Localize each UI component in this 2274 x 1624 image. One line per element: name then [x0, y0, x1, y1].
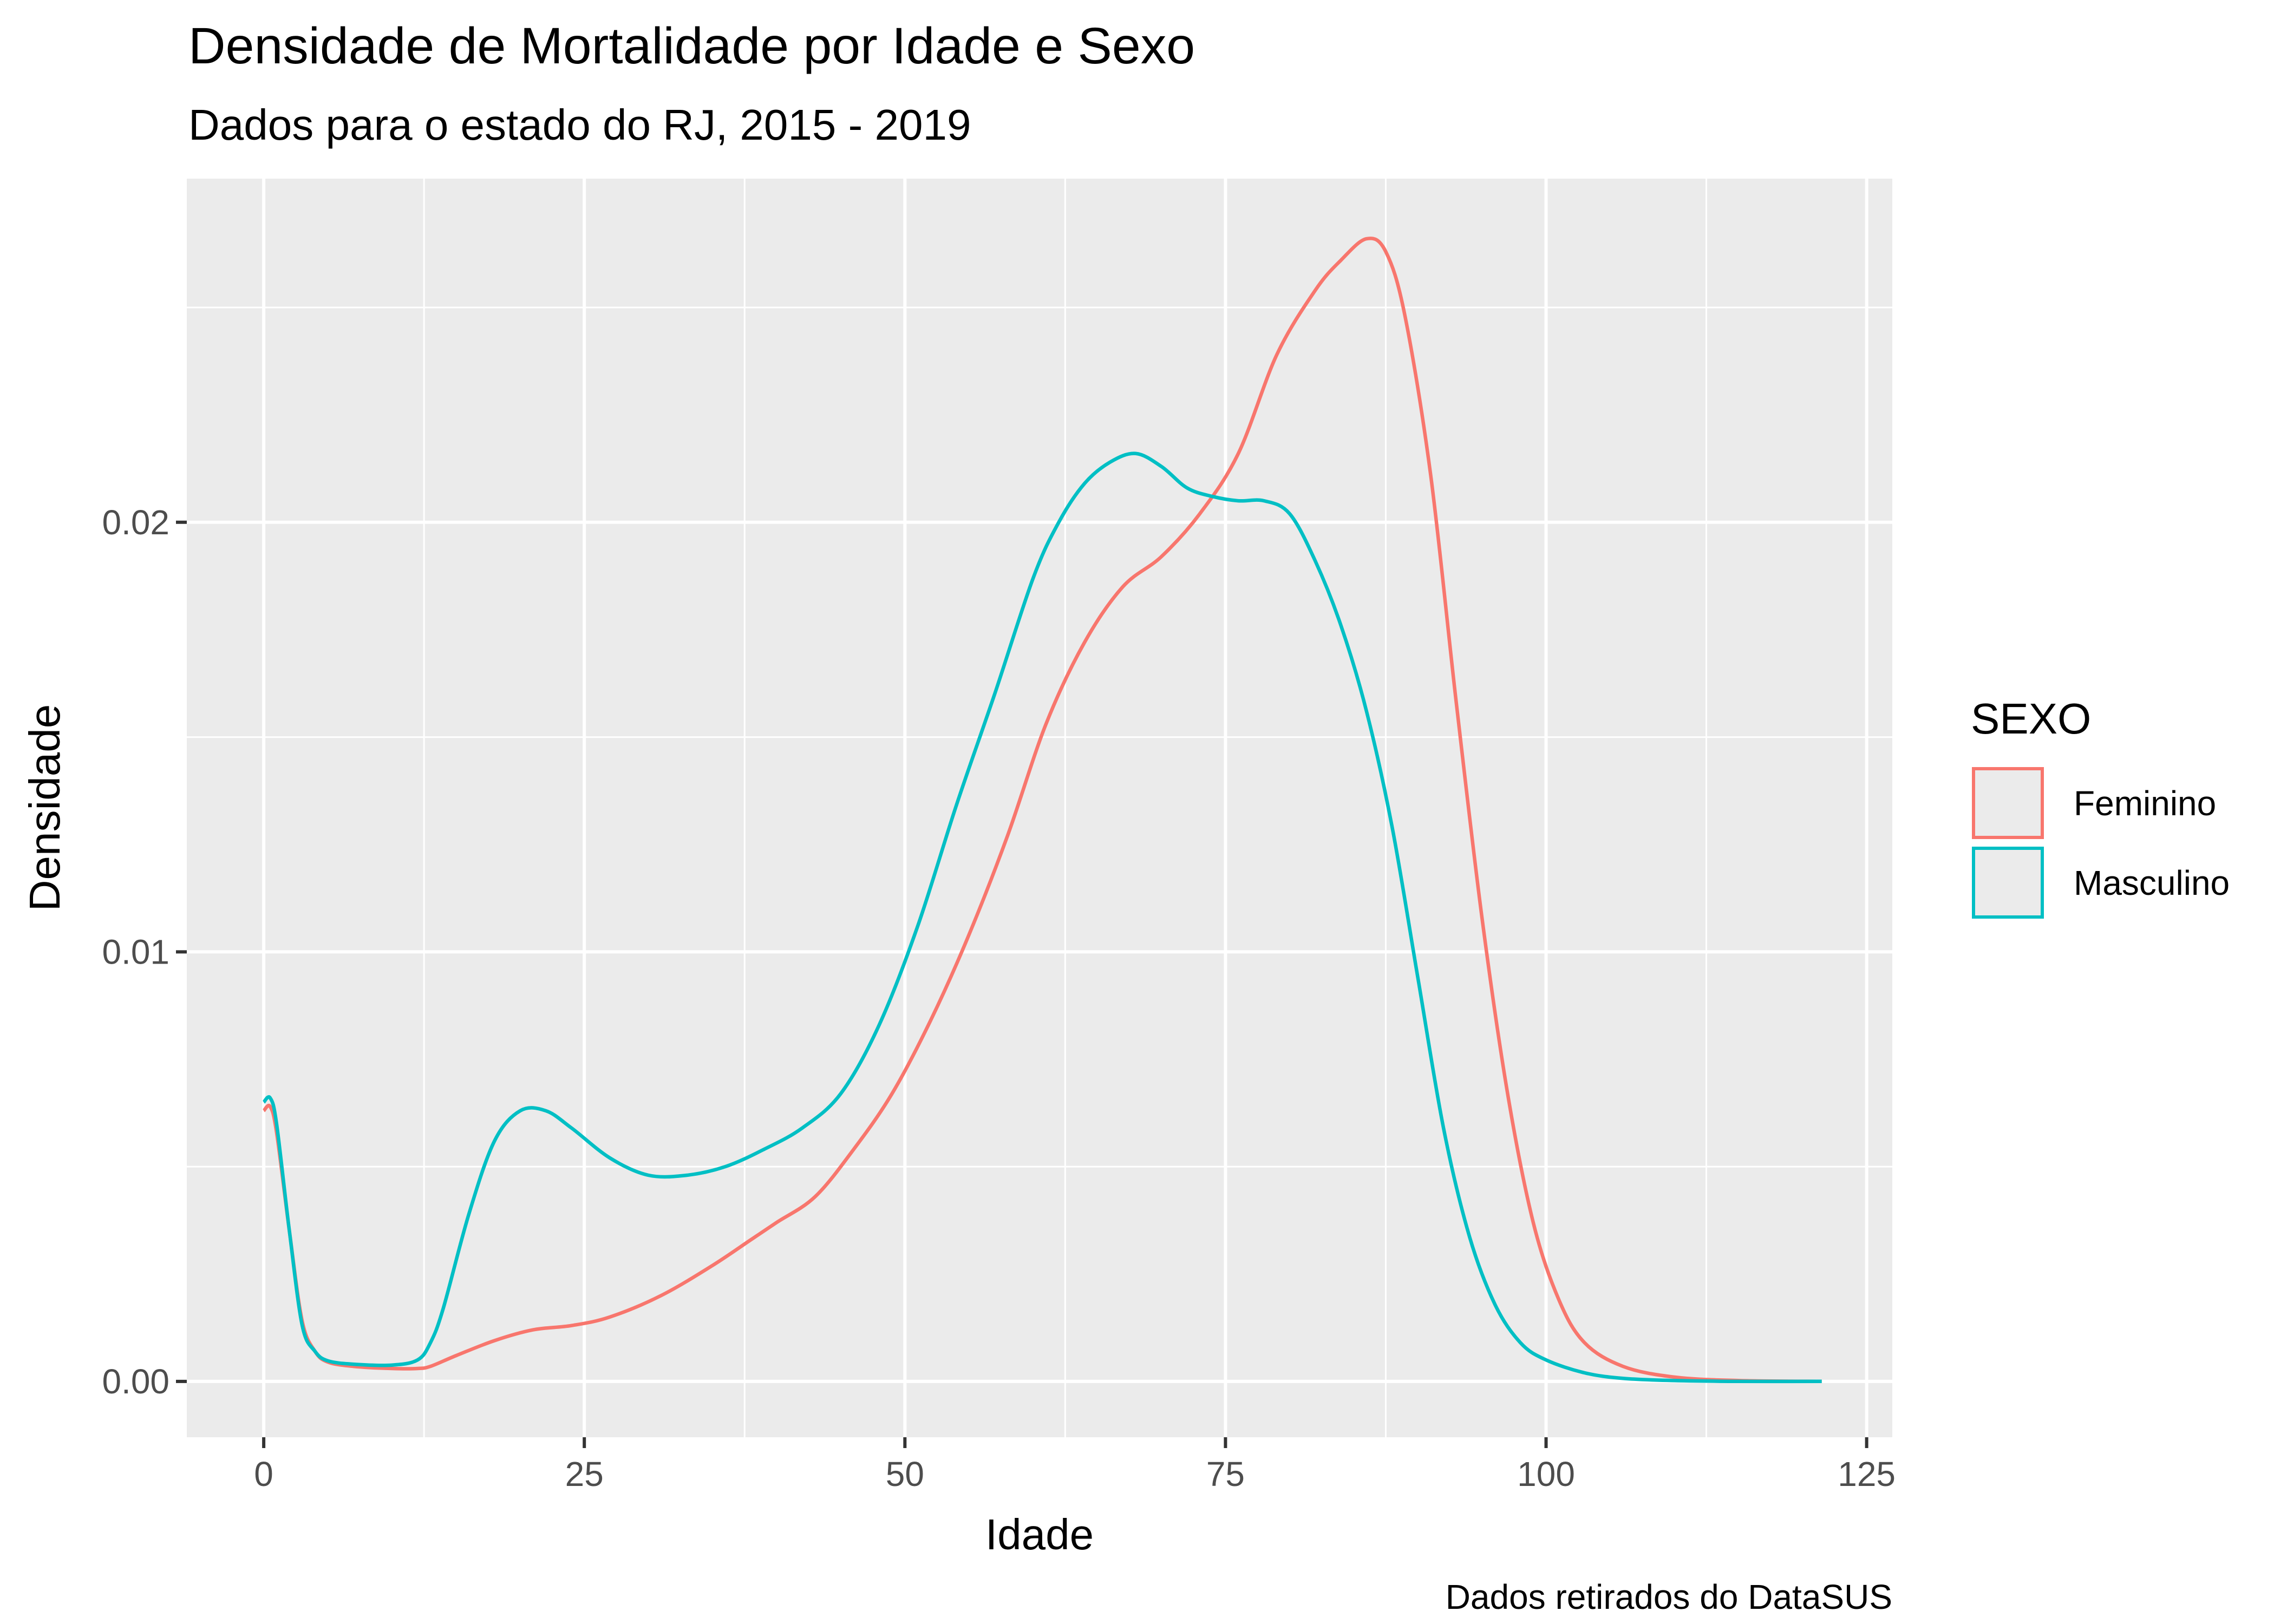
legend-key-feminino: [1972, 767, 2044, 839]
density-line-feminino: [262, 237, 1822, 1384]
legend-key-masculino: [1972, 847, 2044, 919]
x-tick-label: 0: [254, 1455, 273, 1494]
legend: SEXO Feminino Masculino: [1971, 695, 2230, 919]
y-tick-label: 0.00: [102, 1362, 169, 1401]
x-tick-label: 75: [1206, 1455, 1245, 1494]
legend-item-masculino: Masculino: [1972, 847, 2230, 919]
chart-title: Densidade de Mortalidade por Idade e Sex…: [188, 17, 1195, 75]
chart-caption: Dados retirados do DataSUS: [1446, 1577, 1892, 1616]
major-gridlines: [187, 179, 1892, 1437]
x-tick-label: 100: [1517, 1455, 1575, 1494]
y-tick-label: 0.01: [102, 932, 169, 971]
y-axis-label: Densidade: [21, 704, 69, 912]
plot-panel: [187, 179, 1892, 1437]
y-tick-label: 0.02: [102, 503, 169, 542]
x-tick-label: 125: [1838, 1455, 1896, 1494]
data-series: [262, 237, 1822, 1384]
x-tick-label: 50: [886, 1455, 924, 1494]
legend-label-feminino: Feminino: [2074, 784, 2216, 823]
x-axis: 0 25 50 75 100 125: [254, 1437, 1896, 1494]
density-line-masculino: [262, 451, 1822, 1384]
y-axis: 0.00 0.01 0.02: [102, 503, 187, 1401]
legend-item-feminino: Feminino: [1972, 767, 2216, 839]
chart-subtitle: Dados para o estado do RJ, 2015 - 2019: [188, 101, 971, 149]
x-axis-label: Idade: [985, 1510, 1094, 1558]
legend-title: SEXO: [1971, 695, 2091, 743]
legend-label-masculino: Masculino: [2074, 863, 2230, 902]
x-tick-label: 25: [565, 1455, 604, 1494]
